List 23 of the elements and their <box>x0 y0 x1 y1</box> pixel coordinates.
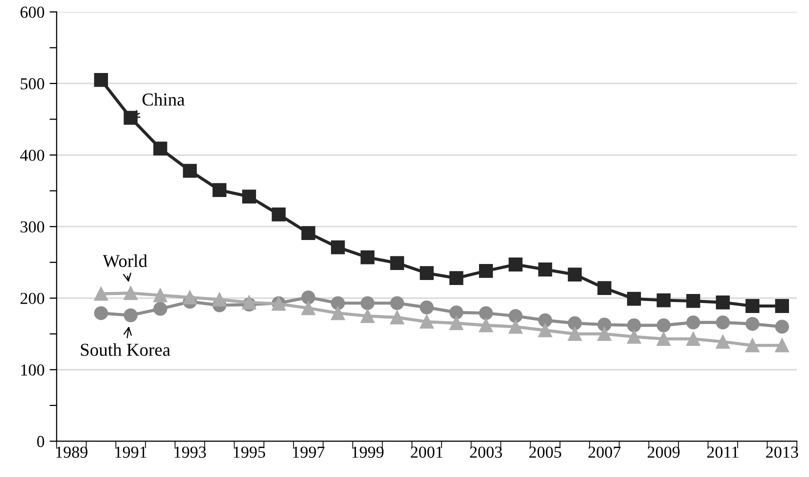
y-tick-label: 400 <box>20 150 44 161</box>
x-tick-label: 1993 <box>174 446 206 458</box>
y-tick-label: 0 <box>37 436 44 448</box>
series-label: World <box>102 254 148 268</box>
x-tick-label: 2009 <box>648 446 680 458</box>
x-tick-label: 2005 <box>529 446 562 458</box>
series-label: China <box>142 92 185 106</box>
x-tick-label: 2011 <box>707 446 738 458</box>
x-tick-label: 2007 <box>588 446 621 458</box>
y-tick-label: 200 <box>20 292 44 304</box>
x-tick-label: 1997 <box>293 446 324 458</box>
x-tick-label: 2003 <box>470 446 502 458</box>
y-tick-label: 100 <box>21 364 44 376</box>
x-tick-label: 1991 <box>115 446 146 458</box>
x-tick-label: 2001 <box>410 446 442 458</box>
x-tick-label: 1999 <box>352 446 384 458</box>
y-tick-label: 500 <box>20 78 44 90</box>
x-tick-label: 2013 <box>766 446 798 458</box>
series-label: South Korea <box>80 343 170 356</box>
x-tick-label: 1995 <box>234 446 266 458</box>
y-tick-label: 600 <box>20 6 44 18</box>
x-tick-label: 1989 <box>56 446 88 458</box>
y-tick-label: 300 <box>20 221 44 233</box>
